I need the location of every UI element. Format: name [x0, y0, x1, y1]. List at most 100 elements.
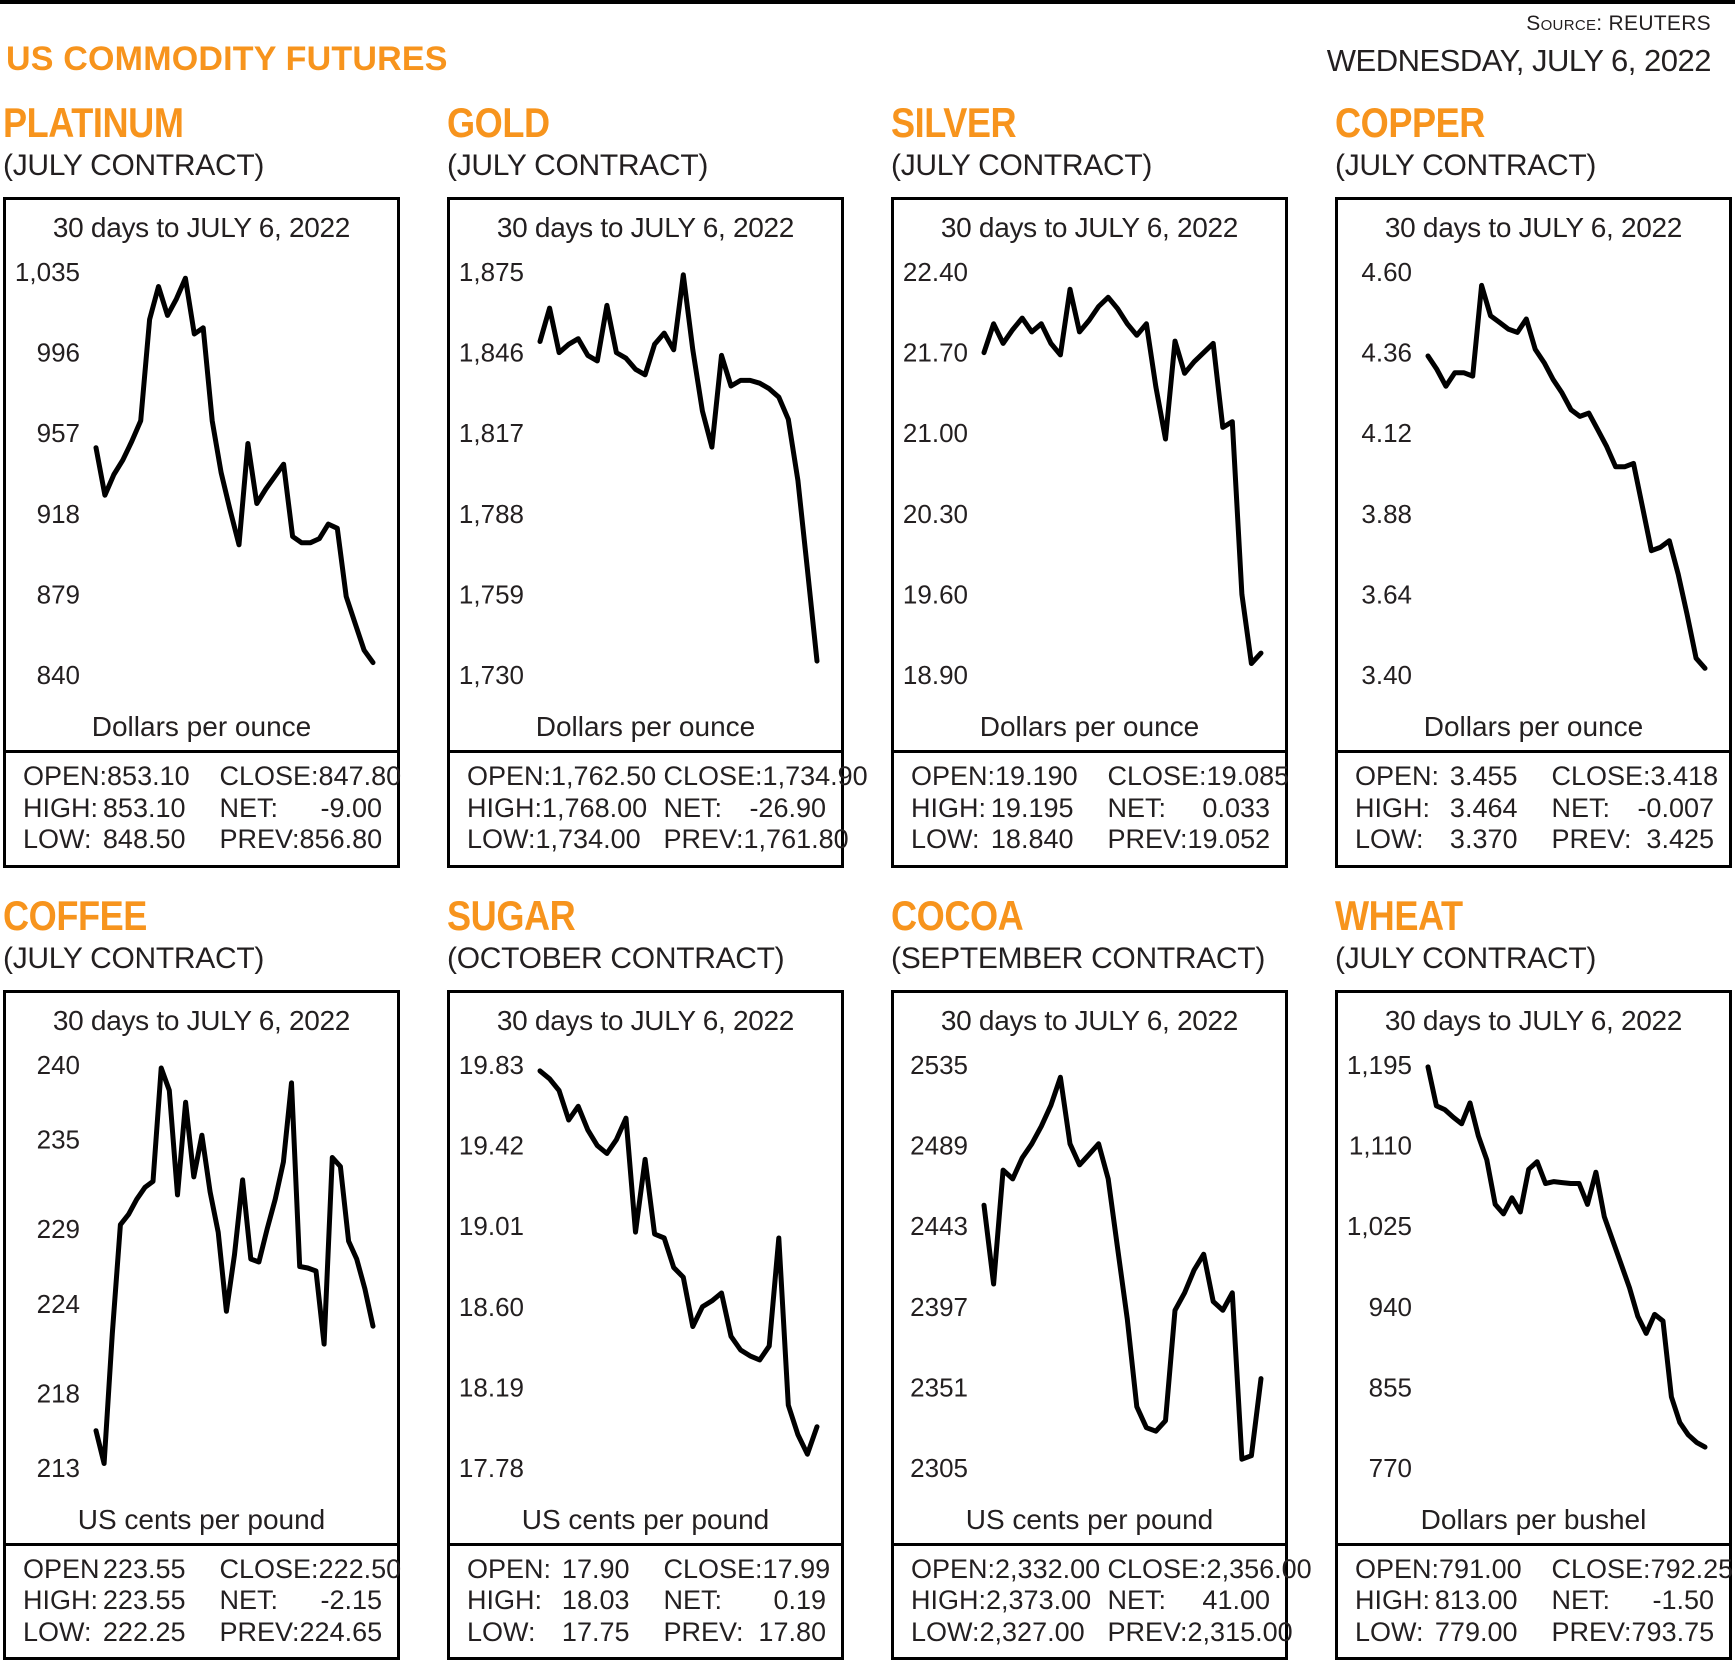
stat-label: CLOSE: [219, 1553, 319, 1584]
stat-label: PREV: [1551, 824, 1632, 854]
stat-value: 223.55 [102, 1553, 186, 1584]
y-axis-tick-label: 4.36 [1361, 338, 1412, 368]
stat-high: HIGH: 223.55 [23, 1585, 186, 1617]
price-chart-svg: 19.83 19.42 19.01 18.60 18.19 17.78 [459, 1050, 820, 1483]
stat-close: CLOSE: 847.80 [219, 761, 402, 793]
panel-title: COFFEE [3, 891, 147, 939]
stat-value: 19.085 [1206, 761, 1290, 791]
panel-cocoa: COCOA (SEPTEMBER CONTRACT) 30 days to JU… [891, 892, 1312, 1660]
y-axis-tick-label: 1,025 [1347, 1211, 1412, 1241]
panel-coffee: COFFEE (JULY CONTRACT) 30 days to JULY 6… [3, 891, 402, 1660]
panel-contract: (JULY CONTRACT) [1335, 149, 1597, 182]
y-axis-tick-label: 22.40 [903, 257, 968, 287]
chart-box: 30 days to JULY 6, 2022 4.60 4.36 4.12 3.88… [1335, 197, 1732, 753]
stat-value: 19.195 [990, 792, 1074, 823]
stat-value: 222.25 [102, 1616, 186, 1647]
price-line [537, 272, 820, 664]
price-chart-svg: 2535 2489 2443 2397 2351 2305 [910, 1050, 1264, 1483]
stat-close: CLOSE: 222.50 [219, 1553, 402, 1586]
panel-title: WHEAT [1335, 891, 1463, 939]
y-axis-tick-label: 1,846 [459, 338, 524, 368]
stats-box: OPEN: 2,332.00 HIGH: 2,373.00 LOW: 2,327.00… [891, 1545, 1312, 1660]
stat-value: 2,373.00 [986, 1585, 1092, 1615]
stat-label: OPEN: [911, 761, 996, 791]
stat-value: 0.033 [1202, 792, 1270, 823]
stats-right-column: CLOSE: 2,356.00 NET: 41.00 PREV: 2,315.00 [1107, 1554, 1312, 1649]
stats-right-column: CLOSE: 792.25 NET: -1.50 PREV: 793.75 [1552, 1554, 1734, 1649]
stat-net: NET: -2.15 [220, 1585, 383, 1617]
stat-label: NET: [1551, 792, 1611, 823]
price-line [981, 286, 1264, 666]
stats-right-column: CLOSE: 19.085 NET: 0.033 PREV: 19.052 [1107, 761, 1290, 856]
price-chart: 22.40 21.70 21.00 20.30 19.60 18.90 [894, 244, 1285, 710]
panel-contract: (OCTOBER CONTRACT) [447, 941, 785, 975]
stat-value: 853.10 [107, 761, 190, 791]
panel-copper: COPPER (JULY CONTRACT) 30 days to JULY 6… [1335, 99, 1732, 868]
stat-label: CLOSE: [663, 761, 763, 791]
chart-title: 30 days to JULY 6, 2022 [496, 1004, 795, 1036]
stat-value: 853.10 [102, 792, 186, 823]
stat-value: -1.50 [1652, 1585, 1714, 1615]
stat-label: CLOSE: [663, 1553, 763, 1584]
stat-value: 1,734.00 [535, 824, 641, 854]
stat-label: CLOSE: [219, 761, 319, 791]
stats-left-column: OPEN: 791.00 HIGH: 813.00 LOW: 779.00 [1355, 1554, 1522, 1649]
price-chart: 4.60 4.36 4.12 3.88 3.64 3.40 [1338, 244, 1729, 710]
panel-title: COPPER [1335, 99, 1485, 146]
stat-prev: PREV: 856.80 [220, 824, 383, 856]
stat-open: OPEN: 791.00 [1355, 1554, 1522, 1586]
stat-label: CLOSE: [1107, 761, 1207, 791]
stat-net: NET: 0.033 [1108, 793, 1271, 825]
stat-value: 2,315.00 [1187, 1616, 1293, 1647]
y-axis-tick-label: 1,195 [1347, 1050, 1412, 1080]
price-chart-svg: 22.40 21.70 21.00 20.30 19.60 18.90 [903, 257, 1264, 690]
stat-value: 3.370 [1449, 824, 1518, 854]
stat-label: LOW: [23, 824, 92, 854]
stat-open: OPEN: 853.10 [23, 761, 190, 793]
stats-box: OPEN: 17.90 HIGH: 18.03 LOW: 17.75 CLOSE: 17… [447, 1545, 844, 1660]
chart-box: 30 days to JULY 6, 2022 240 235 229 224 218 2… [3, 989, 400, 1546]
y-axis-tick-label: 3.64 [1361, 579, 1412, 609]
chart-box: 30 days to JULY 6, 2022 1,035 996 957 918 87… [3, 197, 400, 753]
y-axis-tick-label: 3.88 [1361, 499, 1412, 529]
stat-value: 222.50 [318, 1553, 402, 1584]
chart-unit: Dollars per bushel [1420, 1503, 1647, 1535]
price-chart-svg: 1,875 1,846 1,817 1,788 1,759 1,730 [459, 257, 820, 690]
stat-net: NET: 0.19 [664, 1585, 827, 1617]
price-chart-svg: 4.60 4.36 4.12 3.88 3.64 3.40 [1361, 257, 1708, 690]
stat-label: HIGH: [911, 1585, 987, 1615]
stat-prev: PREV: 224.65 [220, 1617, 383, 1649]
panel-sugar: SUGAR (OCTOBER CONTRACT) 30 days to JULY… [447, 892, 844, 1660]
chart-title: 30 days to JULY 6, 2022 [52, 212, 351, 243]
stat-label: NET: [219, 1585, 279, 1615]
stat-label: LOW: [911, 1616, 980, 1647]
stats-left-column: OPEN: 19.190 HIGH: 19.195 LOW: 18.840 [911, 761, 1078, 856]
chart-title: 30 days to JULY 6, 2022 [52, 1004, 351, 1036]
y-axis-tick-label: 20.30 [903, 499, 968, 529]
stat-high: HIGH: 1,768.00 [467, 793, 647, 825]
stat-label: LOW: [23, 1616, 92, 1647]
stat-close: CLOSE: 792.25 [1552, 1554, 1734, 1586]
price-line [537, 1067, 820, 1457]
stat-label: NET: [1107, 1585, 1167, 1615]
panel-title: SILVER [891, 99, 1017, 146]
panel-title: PLATINUM [3, 99, 184, 146]
stat-label: LOW: [911, 824, 980, 854]
price-chart-svg: 240 235 229 224 218 213 [37, 1050, 376, 1483]
stat-open: OPEN 223.55 [23, 1554, 186, 1586]
y-axis-tick-label: 1,035 [15, 257, 80, 287]
price-chart: 19.83 19.42 19.01 18.60 18.19 17.78 [450, 1037, 841, 1503]
chart-title: 30 days to JULY 6, 2022 [1384, 1004, 1683, 1036]
panel-contract: (JULY CONTRACT) [3, 149, 265, 182]
y-axis-tick-label: 19.83 [459, 1050, 524, 1080]
price-line [1425, 282, 1708, 671]
y-axis-tick-label: 19.42 [459, 1130, 524, 1160]
chart-box: 30 days to JULY 6, 2022 1,875 1,846 1,817 1… [447, 197, 844, 753]
stats-right-column: CLOSE: 3.418 NET: -0.007 PREV: 3.425 [1551, 761, 1719, 856]
stat-value: 223.55 [102, 1585, 186, 1615]
stat-label: PREV: [1107, 824, 1188, 854]
stat-value: 1,768.00 [542, 792, 648, 823]
header-row: US COMMODITY FUTURES WEDNESDAY, JULY 6, … [0, 38, 1735, 79]
y-axis-tick-label: 2397 [910, 1291, 968, 1321]
